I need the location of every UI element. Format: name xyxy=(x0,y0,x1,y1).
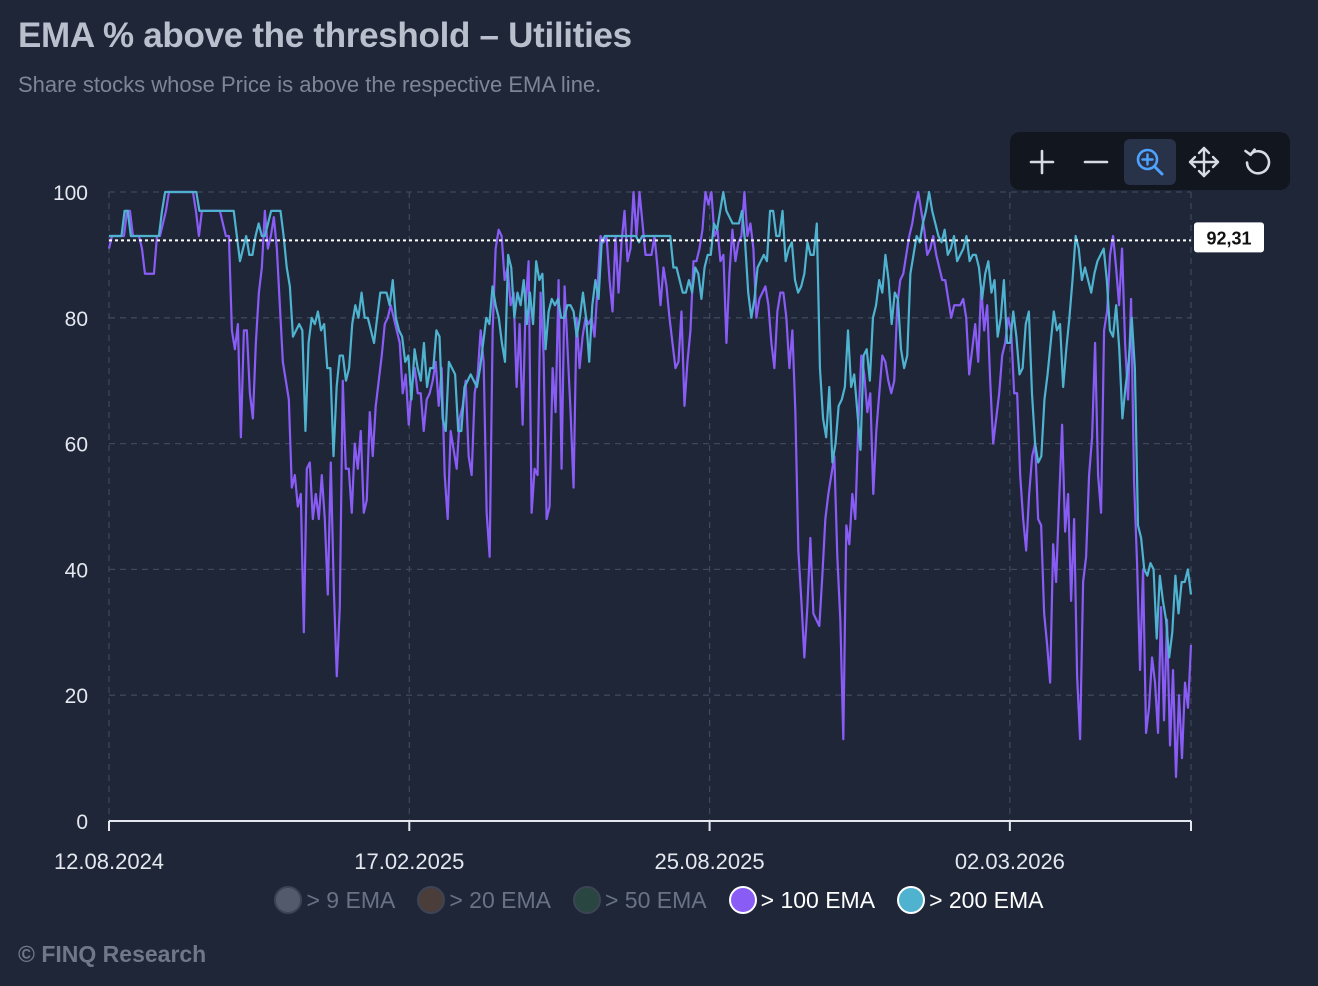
y-tick-label: 40 xyxy=(65,559,88,582)
reset-zoom-button[interactable] xyxy=(1232,139,1284,185)
threshold-label: 92,31 xyxy=(1206,228,1251,248)
chart-legend: > 9 EMA > 20 EMA > 50 EMA > 100 EMA > 200 EM… xyxy=(0,886,1318,914)
series-line-ema200 xyxy=(109,190,1193,659)
y-tick-label: 60 xyxy=(65,434,88,457)
legend-swatch xyxy=(274,886,303,914)
chart-title: EMA % above the threshold – Utilities xyxy=(18,16,632,55)
legend-item[interactable]: > 9 EMA xyxy=(274,886,395,914)
y-tick-label: 100 xyxy=(53,182,88,205)
y-tick-label: 80 xyxy=(65,308,88,331)
legend-item[interactable]: > 100 EMA xyxy=(728,886,876,914)
y-tick-label: 20 xyxy=(65,685,88,708)
legend-item[interactable]: > 20 EMA xyxy=(417,886,551,914)
legend-swatch xyxy=(897,886,926,914)
pan-button[interactable] xyxy=(1178,139,1230,185)
legend-label: > 50 EMA xyxy=(604,886,707,913)
chart-subtitle: Share stocks whose Price is above the re… xyxy=(18,72,602,97)
legend-item[interactable]: > 50 EMA xyxy=(572,886,707,914)
legend-label: > 100 EMA xyxy=(760,886,876,913)
y-tick-label: 0 xyxy=(76,811,88,834)
plus-icon xyxy=(1029,149,1055,175)
x-tick-label: 02.03.2026 xyxy=(955,849,1065,874)
threshold-label-box xyxy=(1194,222,1264,253)
minus-icon xyxy=(1083,160,1109,164)
legend-label: > 200 EMA xyxy=(929,886,1044,913)
x-tick-label: 12.08.2024 xyxy=(54,849,164,874)
series-line-ema100 xyxy=(107,190,1193,779)
legend-swatch xyxy=(417,886,446,914)
reset-icon xyxy=(1244,148,1271,175)
legend-swatch xyxy=(728,886,757,914)
footer-credit: © FINQ Research xyxy=(18,941,207,967)
axes: 0 20 40 60 80 100 12.08.2024 17.02.2025 25.08.20… xyxy=(53,182,1192,874)
x-tick-label: 17.02.2025 xyxy=(354,849,464,874)
legend-swatch xyxy=(572,886,601,914)
x-tick-label: 25.08.2025 xyxy=(655,849,765,874)
magnifier-plus-icon xyxy=(1136,148,1164,176)
legend-label: > 20 EMA xyxy=(449,886,551,913)
grid xyxy=(108,191,1192,821)
zoom-in-button[interactable] xyxy=(1016,139,1068,185)
legend-item[interactable]: > 200 EMA xyxy=(897,886,1044,914)
zoom-out-button[interactable] xyxy=(1070,139,1122,185)
threshold: 92,31 xyxy=(109,222,1264,253)
series-layer xyxy=(107,190,1193,779)
move-arrows-icon xyxy=(1188,146,1220,178)
legend-label: > 9 EMA xyxy=(306,886,396,913)
selection-zoom-button[interactable] xyxy=(1124,139,1176,185)
chart-toolbar xyxy=(1010,132,1290,190)
